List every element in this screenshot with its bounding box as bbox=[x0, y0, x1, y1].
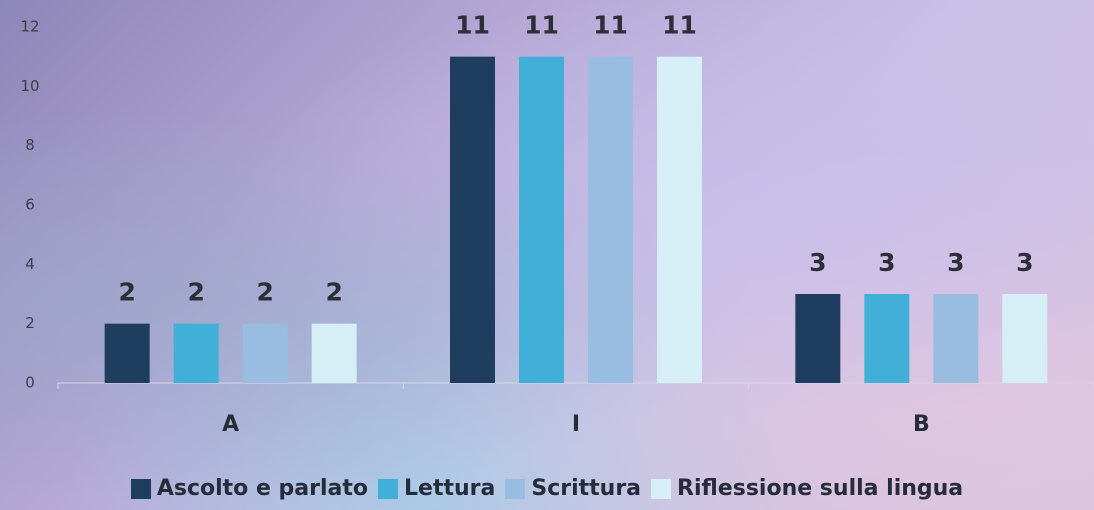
legend-item: Riflessione sulla lingua bbox=[651, 476, 963, 501]
y-tick-label: 4 bbox=[25, 255, 35, 273]
bar bbox=[795, 294, 841, 383]
y-tick-label: 0 bbox=[25, 374, 35, 392]
value-label: 2 bbox=[187, 278, 204, 307]
y-tick-label: 10 bbox=[20, 77, 39, 95]
legend-swatch bbox=[505, 478, 526, 499]
bar bbox=[519, 56, 564, 384]
legend: Ascolto e parlato Lettura Scrittura Rifless… bbox=[0, 476, 1094, 501]
y-tick-label: 12 bbox=[20, 18, 39, 36]
bar bbox=[450, 56, 495, 384]
value-label: 3 bbox=[809, 248, 826, 277]
bar bbox=[173, 323, 219, 383]
bar bbox=[311, 323, 357, 383]
x-tick-label: I bbox=[572, 412, 580, 437]
value-label: 11 bbox=[524, 11, 559, 40]
legend-swatch bbox=[378, 478, 398, 499]
legend-label: Scrittura bbox=[531, 476, 642, 501]
legend-label: Lettura bbox=[404, 476, 496, 501]
legend-item: Ascolto e parlato bbox=[130, 476, 368, 501]
chart: 0 2 4 6 8 10 12 A 2 2 2 2 I 11 11 11 11 B 3 3 3 3 bbox=[20, 11, 1094, 437]
bar bbox=[933, 294, 979, 383]
value-label: 11 bbox=[593, 11, 628, 40]
value-label: 3 bbox=[947, 248, 964, 277]
y-tick-label: 2 bbox=[25, 314, 35, 332]
bar bbox=[588, 56, 633, 384]
x-tick-label: A bbox=[222, 412, 239, 437]
bar bbox=[104, 323, 150, 383]
value-label: 2 bbox=[118, 278, 135, 307]
value-label: 2 bbox=[256, 278, 273, 307]
legend-label: Riflessione sulla lingua bbox=[677, 476, 964, 501]
value-label: 2 bbox=[325, 278, 342, 307]
legend-item: Lettura bbox=[378, 476, 495, 501]
value-label: 11 bbox=[455, 11, 490, 40]
bar bbox=[864, 294, 910, 383]
legend-swatch bbox=[130, 478, 151, 499]
value-label: 11 bbox=[662, 11, 697, 40]
y-tick-label: 8 bbox=[25, 136, 35, 154]
bar bbox=[1002, 294, 1048, 383]
bar bbox=[242, 323, 288, 383]
legend-item: Scrittura bbox=[505, 476, 641, 501]
legend-label: Ascolto e parlato bbox=[156, 476, 368, 501]
y-tick-label: 6 bbox=[25, 196, 35, 214]
bar bbox=[657, 56, 702, 384]
legend-swatch bbox=[651, 478, 672, 499]
value-label: 3 bbox=[878, 248, 895, 277]
x-tick-label: B bbox=[913, 412, 930, 437]
value-label: 3 bbox=[1016, 248, 1033, 277]
